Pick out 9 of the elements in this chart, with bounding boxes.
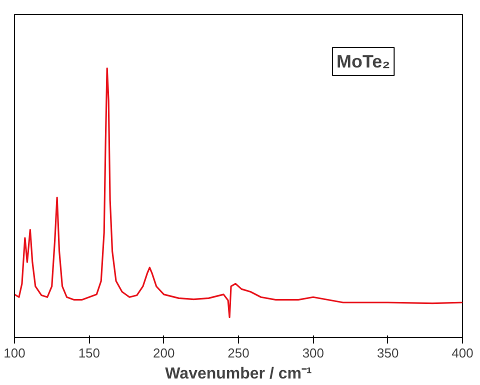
x-tick-label: 150 xyxy=(78,346,100,360)
x-tick-label: 400 xyxy=(452,346,474,360)
x-tick-label: 300 xyxy=(302,346,324,360)
x-tick-label: 100 xyxy=(4,346,26,360)
x-tick-label: 200 xyxy=(152,346,175,360)
x-tick-label: 350 xyxy=(376,346,399,360)
x-axis-title: Wavenumber / cm⁻¹ xyxy=(165,366,312,382)
annotation: MoTe₂ xyxy=(336,52,390,72)
x-tick-label: 250 xyxy=(228,346,250,360)
